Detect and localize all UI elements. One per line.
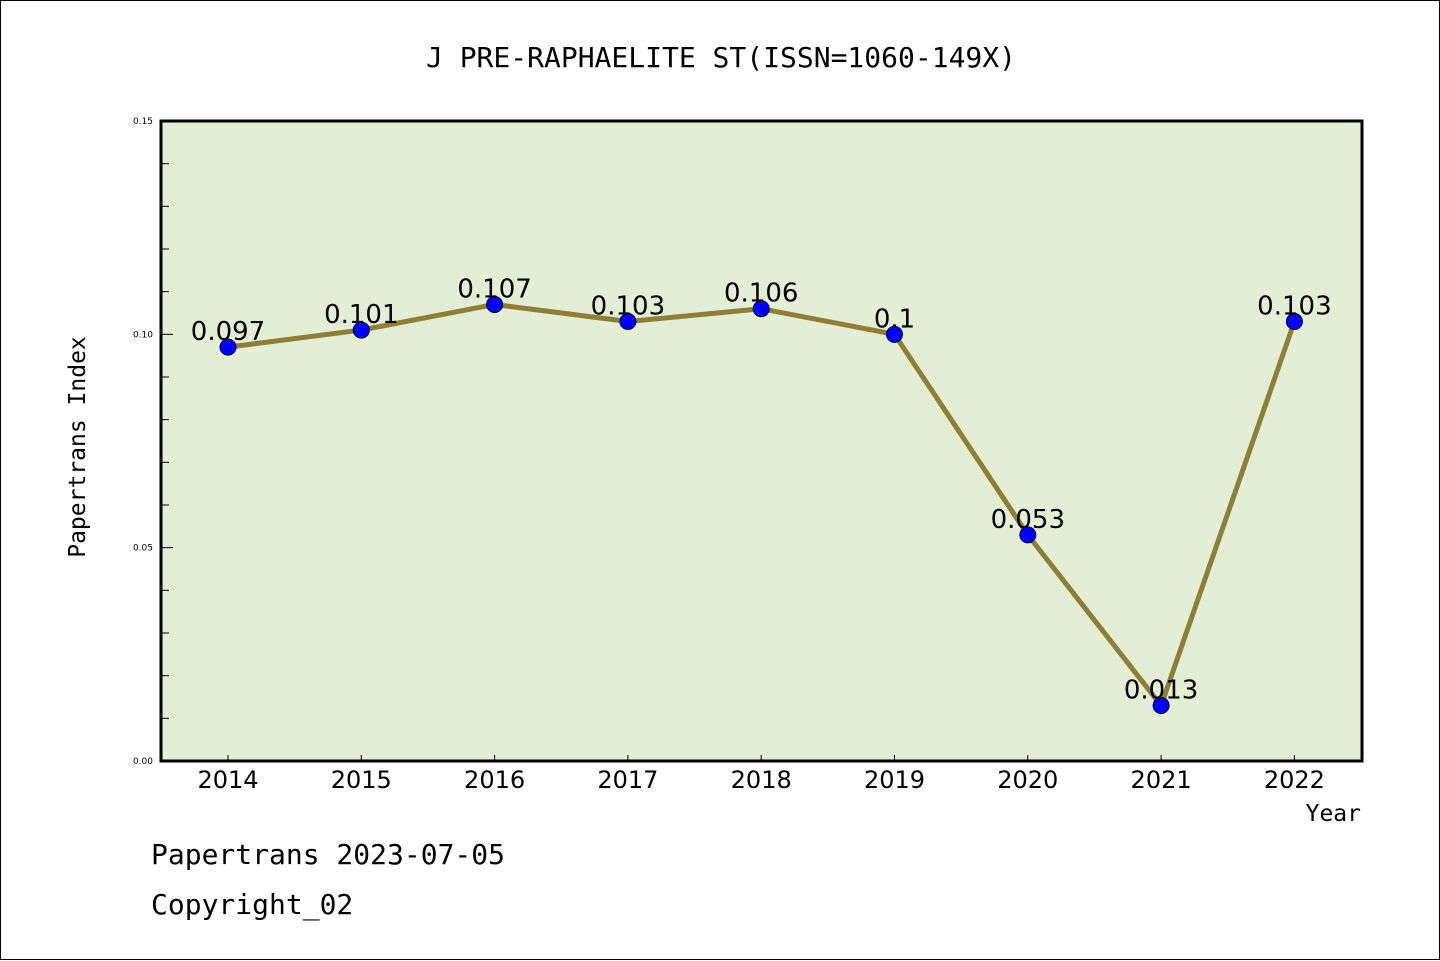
data-point-label: 0.103 — [1257, 292, 1331, 322]
data-point-marker — [1285, 313, 1303, 331]
plot-area — [161, 121, 1362, 761]
plot-border — [159, 119, 1364, 763]
data-point-label: 0.097 — [191, 317, 265, 347]
x-tick-label: 2018 — [731, 766, 792, 794]
data-point-label: 0.107 — [457, 274, 531, 304]
data-point-label: 0.013 — [1124, 676, 1198, 706]
x-tick-label: 2017 — [597, 766, 658, 794]
chart-title: J PRE-RAPHAELITE ST(ISSN=1060-149X) — [426, 41, 1016, 74]
y-tick-label: 0.05 — [133, 544, 153, 554]
y-axis-label: Papertrans Index — [65, 336, 91, 558]
x-tick-label: 2014 — [197, 766, 258, 794]
data-point-marker — [619, 313, 637, 331]
footer-copyright: Copyright_02 — [151, 888, 353, 922]
x-tick-label: 2016 — [464, 766, 525, 794]
data-point-marker — [1019, 526, 1037, 544]
data-markers — [219, 295, 1303, 715]
data-point-label: 0.101 — [324, 300, 398, 330]
y-tick-label: 0.10 — [133, 330, 153, 340]
x-tick-label: 2020 — [997, 766, 1058, 794]
data-point-marker — [1152, 697, 1170, 715]
data-point-marker — [219, 338, 237, 356]
x-tick-label: 2015 — [331, 766, 392, 794]
data-point-label: 0.053 — [991, 505, 1065, 535]
data-point-marker — [486, 295, 504, 313]
x-axis-label: Year — [1306, 801, 1361, 827]
y-tick-label: 0.00 — [133, 757, 153, 767]
data-labels: 0.097 0.101 0.107 0.103 0.106 0.1 0.053 0.013 0.… — [191, 274, 1332, 705]
data-point-marker — [886, 325, 903, 343]
footer-source: Papertrans 2023-07-05 — [151, 838, 505, 871]
x-axis-ticks: 2014 2015 2016 2017 2018 2019 2020 2021 2022 — [197, 755, 1325, 794]
x-tick-label: 2019 — [864, 766, 925, 794]
data-point-marker — [752, 300, 770, 318]
data-point-marker — [352, 321, 370, 339]
x-tick-label: 2021 — [1131, 766, 1192, 794]
data-point-label: 0.106 — [724, 279, 798, 309]
x-tick-label: 2022 — [1264, 766, 1325, 794]
y-tick-label: 0.15 — [133, 117, 153, 127]
data-point-label: 0.1 — [874, 304, 915, 334]
data-point-label: 0.103 — [591, 292, 665, 322]
